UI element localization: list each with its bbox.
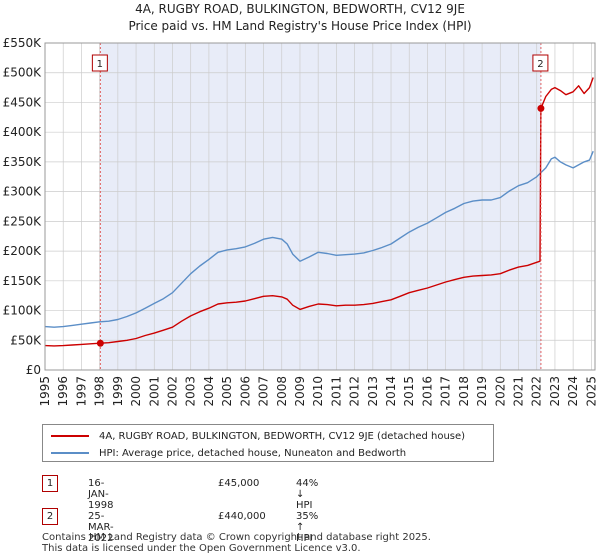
x-tick-label: 2015: [402, 376, 416, 407]
chart-title-line1: 4A, RUGBY ROAD, BULKINGTON, BEDWORTH, CV…: [135, 2, 465, 16]
x-tick-label: 2017: [439, 376, 453, 407]
y-tick-label: £150K: [3, 274, 43, 288]
ownership-shade: [100, 43, 541, 370]
footer-licence: This data is licensed under the Open Gov…: [42, 543, 361, 554]
x-tick-label: 2005: [220, 376, 234, 407]
x-tick-label: 2003: [184, 376, 198, 407]
x-tick-label: 2025: [584, 376, 598, 407]
legend-label-property: 4A, RUGBY ROAD, BULKINGTON, BEDWORTH, CV…: [99, 430, 466, 442]
x-tick-label: 2014: [384, 376, 398, 407]
y-tick-label: £350K: [3, 155, 43, 169]
x-tick-label: 2010: [311, 376, 325, 407]
legend: 4A, RUGBY ROAD, BULKINGTON, BEDWORTH, CV…: [42, 424, 494, 462]
x-tick-label: 2002: [165, 376, 179, 407]
x-tick-label: 1999: [111, 376, 125, 407]
x-tick-label: 2001: [147, 376, 161, 407]
x-tick-label: 1995: [38, 376, 52, 407]
x-tick-label: 2004: [202, 376, 216, 407]
hpi-series-line: [44, 150, 594, 328]
x-tick-label: 2023: [548, 376, 562, 407]
y-tick-label: £500K: [3, 66, 43, 80]
transaction-date: 16-JAN-1998: [88, 478, 114, 511]
transaction-badge: 1: [42, 475, 58, 492]
sale-marker-box: [532, 54, 549, 72]
x-tick-label: 2022: [530, 376, 544, 407]
legend-item-hpi: HPI: Average price, detached house, Nune…: [51, 445, 406, 461]
plot-border: [44, 42, 596, 371]
y-tick-label: £300K: [3, 185, 43, 199]
transaction-hpi-change: 35% ↑ HPI: [296, 511, 319, 544]
x-tick-label: 2012: [348, 376, 362, 407]
transaction-price: £45,000: [218, 478, 260, 489]
sale-marker-label: 1: [97, 59, 103, 70]
legend-item-property: 4A, RUGBY ROAD, BULKINGTON, BEDWORTH, CV…: [51, 428, 465, 444]
y-tick-label: £0: [26, 363, 41, 377]
footer-copyright: Contains HM Land Registry data © Crown c…: [42, 532, 431, 543]
sale-marker-label: 2: [537, 59, 543, 70]
x-tick-label: 2016: [420, 376, 434, 407]
transaction-date: 25-MAR-2022: [88, 511, 114, 544]
y-tick-label: £100K: [3, 304, 43, 318]
legend-label-hpi: HPI: Average price, detached house, Nune…: [99, 447, 407, 459]
y-tick-label: £400K: [3, 125, 43, 139]
transaction-price: £440,000: [218, 511, 266, 522]
transaction-hpi-change: 44% ↓ HPI: [296, 478, 319, 511]
y-tick-label: £200K: [3, 244, 43, 258]
x-tick-label: 2013: [366, 376, 380, 407]
sale-point: [96, 339, 104, 347]
sale-point: [537, 104, 545, 112]
y-tick-label: £250K: [3, 214, 43, 228]
x-tick-label: 2007: [257, 376, 271, 407]
y-tick-label: £550K: [3, 36, 43, 50]
y-tick-label: £450K: [3, 95, 43, 109]
x-tick-label: 2021: [512, 376, 526, 407]
legend-swatch-property: [51, 435, 89, 437]
x-tick-label: 2018: [457, 376, 471, 407]
x-tick-label: 2006: [238, 376, 252, 407]
x-tick-label: 2011: [329, 376, 343, 407]
x-tick-label: 2008: [275, 376, 289, 407]
transaction-badge: 2: [42, 508, 58, 525]
x-tick-label: 2019: [475, 376, 489, 407]
x-tick-label: 2024: [566, 376, 580, 407]
legend-swatch-hpi: [51, 452, 89, 454]
y-tick-label: £50K: [10, 333, 42, 347]
x-tick-label: 1996: [56, 376, 70, 407]
x-tick-label: 2009: [293, 376, 307, 407]
x-tick-label: 1998: [93, 376, 107, 407]
x-tick-label: 2020: [493, 376, 507, 407]
chart-title-line2: Price paid vs. HM Land Registry's House …: [128, 19, 472, 33]
property-series-line: [44, 77, 594, 347]
x-tick-label: 2000: [129, 376, 143, 407]
price-chart: £0 £50K £100K £150K £200K £250K £300K £350K £400…: [3, 36, 599, 407]
x-tick-label: 1997: [74, 376, 88, 407]
sale-marker-box: [91, 54, 108, 72]
